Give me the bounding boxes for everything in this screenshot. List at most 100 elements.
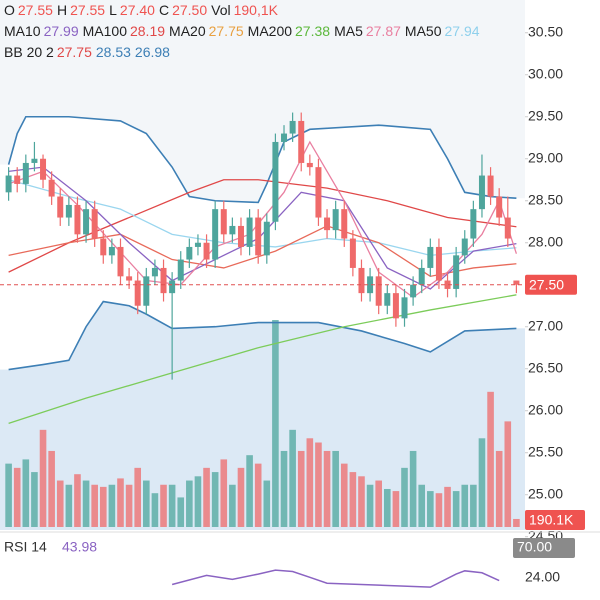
candle-body [31, 158, 38, 163]
volume-bar [31, 472, 38, 527]
candle-body [194, 242, 201, 247]
legend-row: MA10 27.99 MA100 28.19 MA20 27.75 MA200 27.38 MA… [4, 23, 484, 39]
candle-body [272, 141, 279, 222]
volume-bar [177, 497, 185, 527]
candle-body [461, 238, 468, 256]
candle-body [186, 246, 193, 260]
volume-bar [383, 488, 391, 527]
indicator-line [8, 179, 517, 256]
volume-bar [418, 484, 426, 527]
legend-label: MA100 [82, 23, 127, 39]
volume-bar [366, 484, 374, 527]
volume-bar [91, 484, 98, 527]
candle-body [91, 209, 98, 239]
lower-fill [0, 301, 525, 530]
candle-body [332, 209, 339, 231]
volume-bar [461, 484, 469, 527]
candle-body [126, 276, 133, 281]
candle-body [392, 293, 399, 319]
y-tick-label: 25.00 [528, 485, 563, 501]
volume-bar [220, 459, 228, 527]
candle-body [5, 175, 12, 193]
volume-bar [56, 480, 64, 527]
candle-body [203, 242, 210, 260]
volume-bar [401, 467, 408, 527]
candle-body [237, 225, 244, 247]
y-tick-label: 26.50 [528, 359, 563, 375]
volume-bar [65, 484, 73, 527]
candle-body [143, 276, 150, 306]
volume-bar [39, 429, 47, 527]
candle-body [513, 280, 520, 285]
volume-bar [340, 463, 348, 527]
candle-body [341, 209, 348, 239]
y-tick-label: 30.00 [528, 65, 563, 81]
candle-body [151, 267, 158, 277]
candle-body [108, 246, 115, 256]
volume-bar [13, 467, 21, 527]
rsi-line [171, 569, 500, 588]
volume-bar [143, 480, 150, 527]
volume-bar [125, 484, 133, 527]
indicator-line [8, 294, 517, 424]
rsi-value: 43.98 [62, 539, 97, 555]
candle-body [496, 196, 503, 218]
volume-bar [427, 491, 434, 527]
legend-label: MA200 [247, 23, 293, 39]
candle-body [358, 267, 365, 294]
last-price-box [525, 274, 577, 295]
volume-bar [48, 450, 55, 527]
plot [0, 112, 525, 530]
y-tick-label: 27.00 [528, 317, 563, 333]
legend-row: O 27.55 H 27.55 L 27.40 C 27.50 Vol 190,1K [4, 2, 282, 18]
volume-bar [254, 463, 262, 527]
candle-body [117, 246, 124, 277]
legend-label: O [4, 2, 15, 18]
candle-body [427, 246, 434, 268]
volume-bar [117, 478, 124, 527]
candle-body [169, 280, 176, 294]
volume-bar [5, 463, 12, 527]
legend-value: 27.87 [365, 23, 401, 39]
candle-body [134, 280, 141, 306]
volume-bar [160, 484, 167, 527]
volume-bar [82, 480, 90, 527]
candle-body [401, 297, 408, 319]
candle-body [40, 158, 47, 180]
y-tick-label: 30.50 [528, 23, 563, 39]
volume-bar [246, 455, 253, 527]
candle-body [367, 276, 374, 294]
legend-value: 190,1K [233, 2, 278, 18]
candle-body [100, 238, 107, 256]
candle-body [453, 255, 460, 289]
candle-body [65, 204, 72, 218]
candle-body [444, 280, 451, 289]
indicator-line [8, 300, 517, 371]
volume-bar [151, 493, 159, 527]
y-tick-label: 28.00 [528, 233, 563, 249]
candle-body [298, 120, 305, 163]
volume-bar [504, 421, 512, 527]
volume-bar [513, 518, 520, 527]
legend-value: 27.50 [172, 2, 208, 18]
legend-label: MA5 [334, 23, 363, 39]
volume-bar [435, 493, 443, 527]
volume-bar [99, 486, 107, 527]
legend-label: Vol [211, 2, 231, 18]
indicator-line [7, 115, 517, 204]
candle-body [306, 162, 313, 168]
candle-body [470, 209, 477, 239]
candle-body [229, 225, 236, 235]
rsi-tick-box [513, 538, 575, 558]
legend-label: L [109, 2, 117, 18]
legend-value: 27.75 [208, 23, 244, 39]
legend-value: 28.53 [95, 44, 131, 60]
volume-bar [108, 484, 116, 527]
volume-bar [470, 484, 477, 527]
rsi-tick-label: 24.00 [525, 569, 560, 585]
candle-body [22, 162, 29, 184]
legend-value: 26.98 [134, 44, 170, 60]
volume-bar [306, 438, 314, 527]
